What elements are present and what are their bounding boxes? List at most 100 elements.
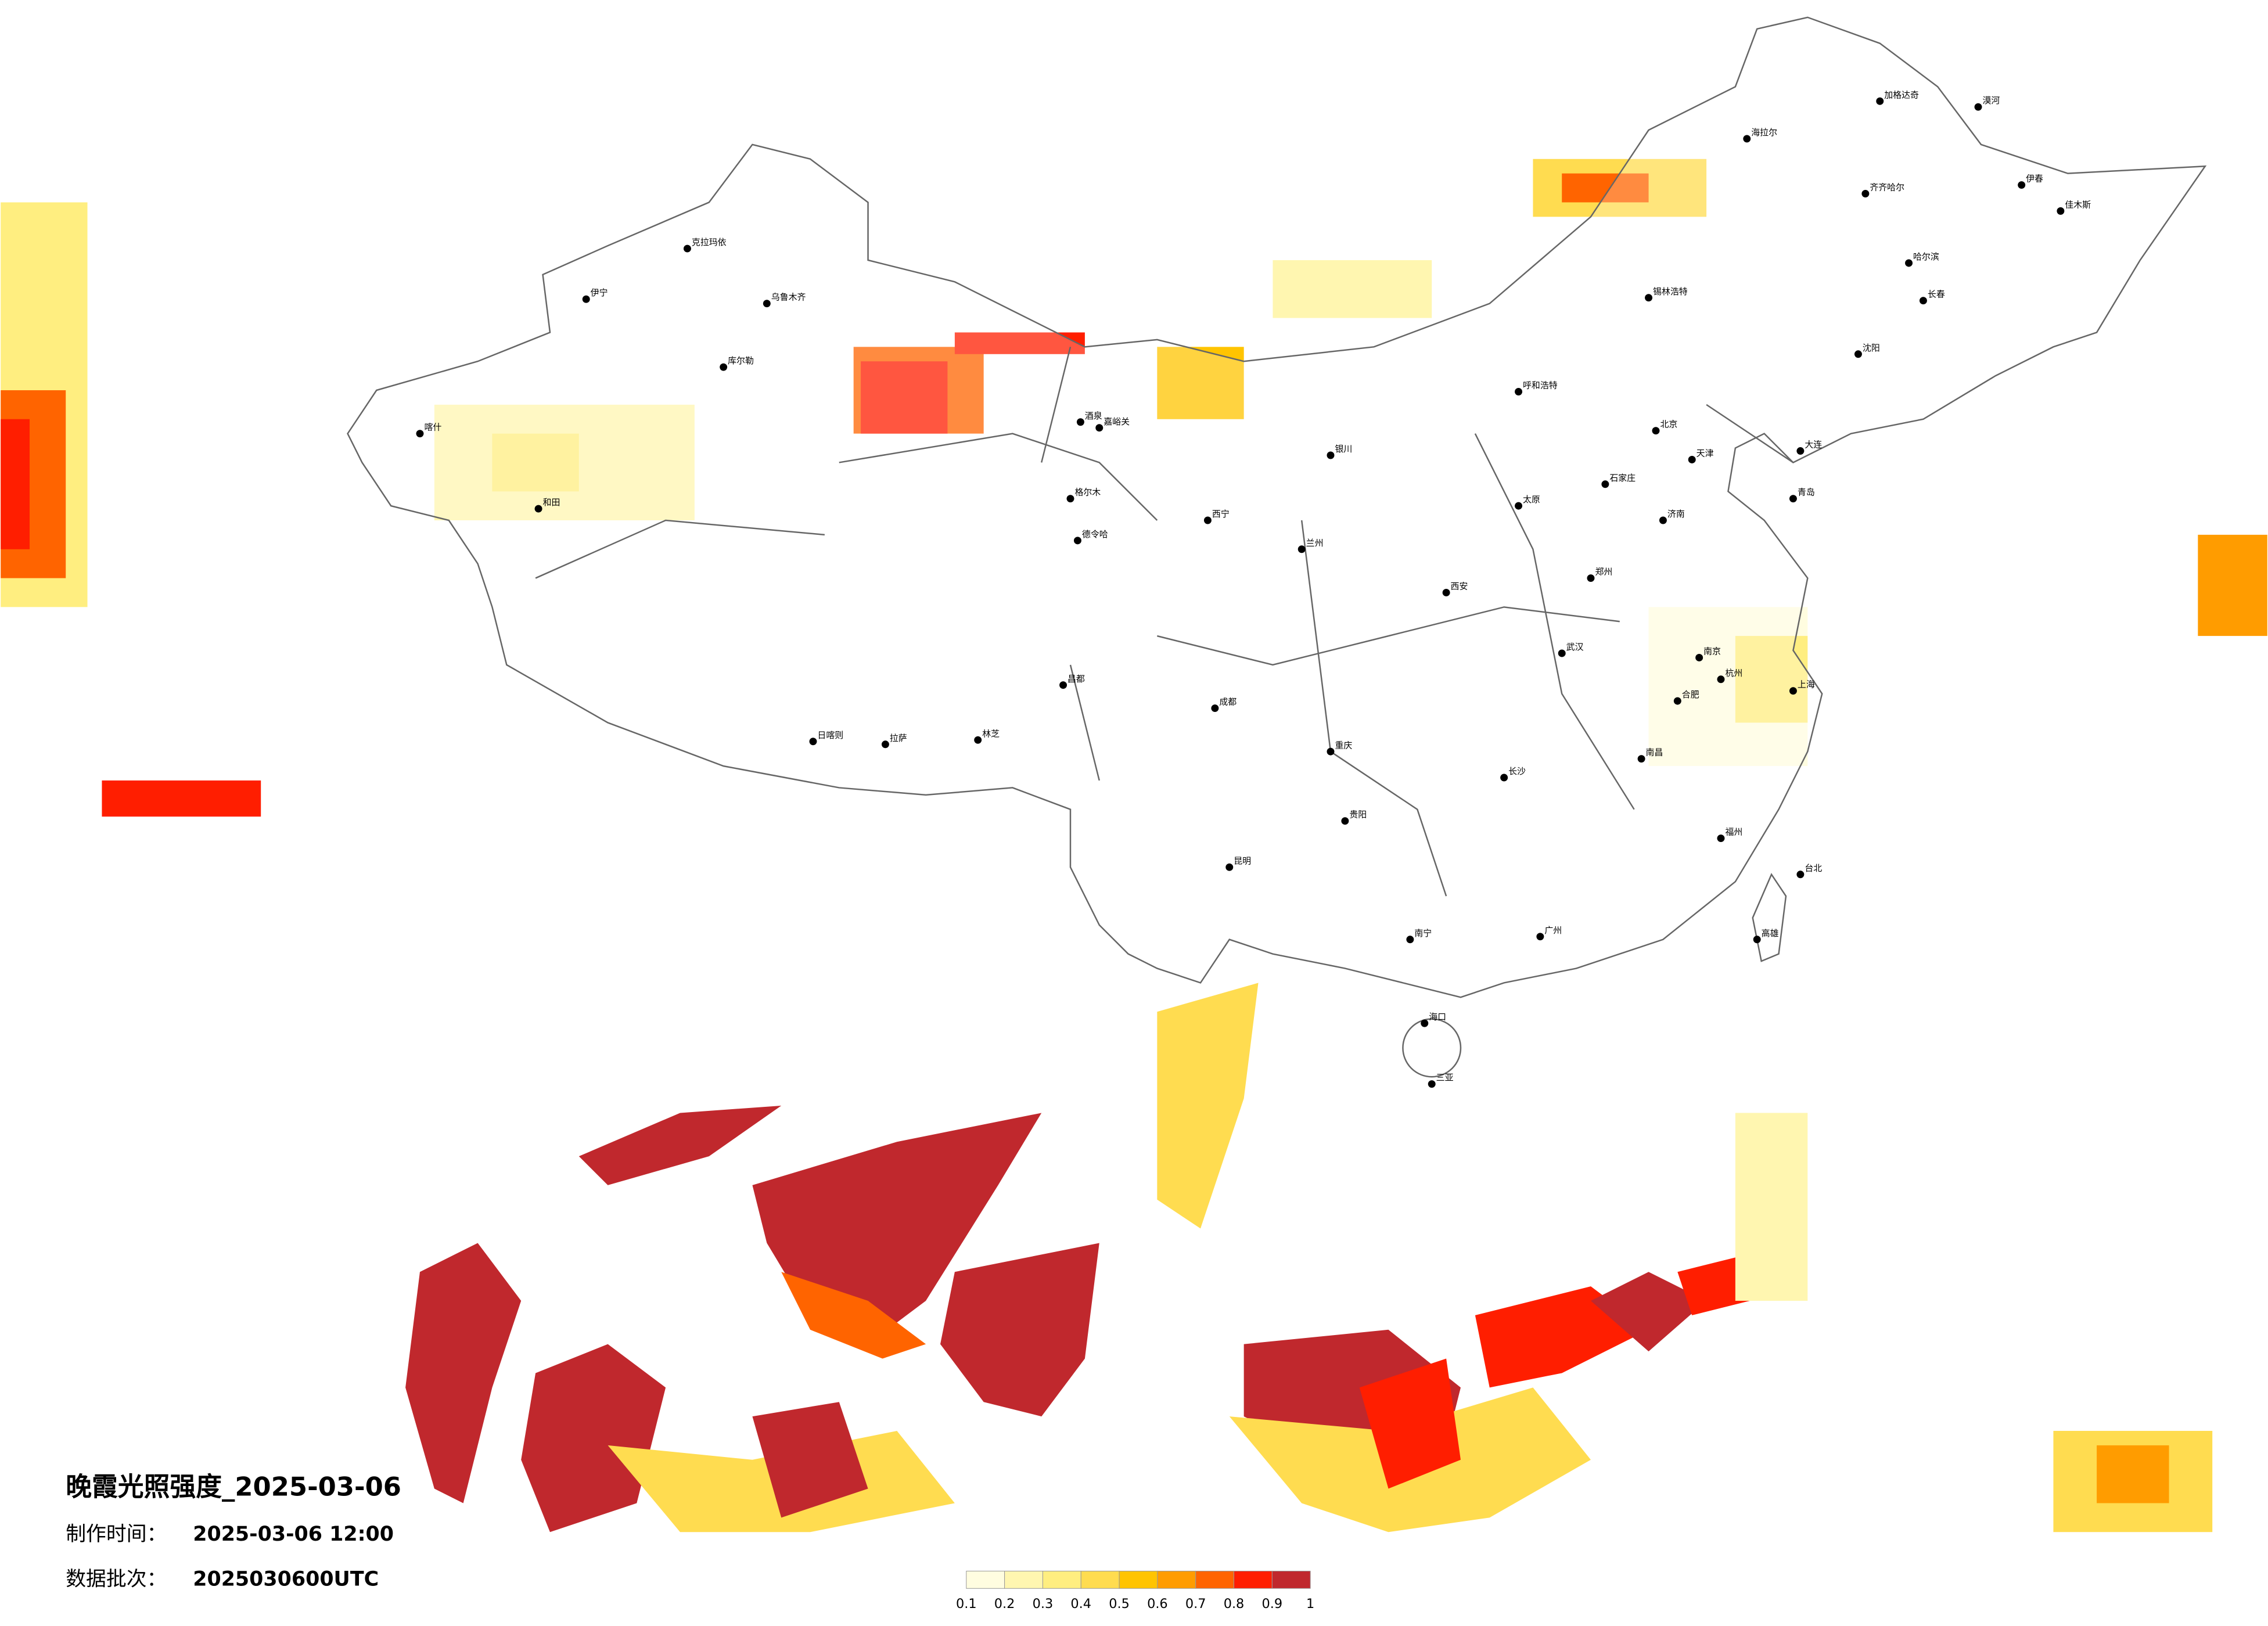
city-label: 长沙: [1508, 766, 1526, 776]
city-label: 漠河: [1982, 95, 2000, 106]
legend-swatch: [1119, 1570, 1158, 1589]
city-label: 济南: [1667, 509, 1685, 519]
city-dot: [1536, 933, 1544, 941]
city-label: 锡林浩特: [1653, 286, 1688, 297]
legend-tick-label: 0.3: [1033, 1596, 1054, 1611]
city-label: 格尔木: [1074, 487, 1101, 498]
city-label: 克拉玛依: [692, 237, 727, 247]
city-dot: [720, 363, 728, 371]
city-label: 郑州: [1595, 567, 1612, 577]
city-dot: [2057, 207, 2065, 215]
city-label: 大连: [1805, 440, 1822, 450]
city-dot: [1645, 294, 1653, 302]
legend-swatch: [1157, 1570, 1196, 1589]
city-dot: [1500, 774, 1508, 782]
city-dot: [1919, 297, 1927, 305]
city-dot: [416, 430, 424, 438]
city-dot: [1854, 350, 1862, 358]
intensity-field: [1, 159, 2267, 1533]
city-dot: [1211, 704, 1219, 713]
city-dot: [1558, 649, 1566, 657]
city-dot: [1297, 545, 1306, 553]
city-label: 南昌: [1646, 747, 1663, 758]
city-label: 太原: [1523, 494, 1540, 505]
city-dot: [1442, 588, 1450, 596]
city-label: 嘉峪关: [1104, 416, 1130, 427]
city-label: 昌都: [1067, 674, 1085, 684]
city-label: 合肥: [1682, 689, 1699, 700]
city-label: 福州: [1725, 827, 1742, 837]
borders: [347, 16, 2207, 1078]
city-label: 伊宁: [591, 287, 608, 298]
city-dot: [582, 295, 590, 303]
city-label: 齐齐哈尔: [1870, 182, 1904, 193]
city-label: 杭州: [1725, 668, 1742, 678]
city-label: 重庆: [1335, 740, 1352, 750]
city-dot: [1341, 817, 1349, 825]
city-dot: [1974, 103, 1982, 111]
city-label: 喀什: [424, 422, 441, 433]
city-dot: [1688, 455, 1696, 463]
city-label: 佳木斯: [2065, 199, 2091, 210]
city-label: 北京: [1660, 419, 1677, 430]
city-dot: [974, 736, 982, 744]
city-label: 沈阳: [1863, 343, 1880, 353]
city-dot: [1515, 502, 1523, 510]
city-dot: [1743, 135, 1751, 143]
city-dot: [1637, 755, 1645, 763]
made-time: 2025-03-06 12:00: [193, 1523, 394, 1546]
city-dot: [1428, 1080, 1436, 1088]
legend-swatch: [1195, 1570, 1235, 1589]
legend-swatch: [1042, 1570, 1081, 1589]
city-dot: [1095, 424, 1104, 432]
city-label: 上海: [1798, 679, 1815, 690]
city-dot: [1406, 936, 1414, 944]
city-label: 兰州: [1306, 538, 1324, 548]
city-dot: [1876, 97, 1884, 105]
city-label: 银川: [1335, 444, 1352, 454]
city-dot: [1073, 537, 1081, 545]
city-dot: [1076, 418, 1084, 426]
city-label: 德令哈: [1082, 529, 1108, 539]
city-dot: [1066, 495, 1074, 503]
title: 晚霞光照强度_2025-03-06: [66, 1472, 401, 1502]
city-label: 南京: [1703, 646, 1721, 656]
city-label: 长春: [1928, 289, 1945, 300]
city-dot: [1587, 574, 1595, 582]
city-label: 武汉: [1566, 642, 1584, 652]
city-label: 西安: [1451, 581, 1468, 591]
city-label: 台北: [1805, 863, 1822, 873]
city-dot: [1225, 863, 1234, 871]
city-dot: [1421, 1019, 1429, 1027]
legend-tick-label: 0.7: [1185, 1596, 1206, 1611]
city-label: 酒泉: [1085, 411, 1102, 421]
city-dot: [1203, 516, 1212, 524]
city-label: 呼和浩特: [1523, 380, 1558, 391]
legend-tick-label: 1: [1306, 1596, 1314, 1611]
city-label: 海口: [1429, 1012, 1446, 1022]
legend-tick-label: 0.9: [1262, 1596, 1283, 1611]
legend-tick-label: 0.6: [1147, 1596, 1168, 1611]
city-label: 库尔勒: [728, 355, 754, 366]
city-dot: [1673, 697, 1681, 705]
city-dot: [534, 505, 542, 513]
city-label: 日喀则: [817, 730, 843, 740]
city-dot: [1789, 687, 1797, 695]
city-dot: [1652, 427, 1660, 435]
legend-tick-label: 0.1: [956, 1596, 977, 1611]
city-dot: [1861, 190, 1870, 197]
city-dot: [1717, 675, 1725, 684]
city-dot: [1905, 259, 1913, 267]
city-dot: [1796, 870, 1805, 879]
city-dot: [1515, 388, 1523, 395]
city-label: 贵阳: [1349, 810, 1367, 820]
city-label: 伊春: [2026, 174, 2043, 184]
city-dot: [2018, 181, 2026, 189]
city-dot: [1789, 495, 1797, 503]
legend-tick-label: 0.4: [1070, 1596, 1091, 1611]
city-dot: [881, 740, 889, 749]
city-label: 三亚: [1436, 1073, 1454, 1083]
city-label: 乌鲁木齐: [771, 292, 806, 303]
city-dot: [1327, 747, 1335, 756]
